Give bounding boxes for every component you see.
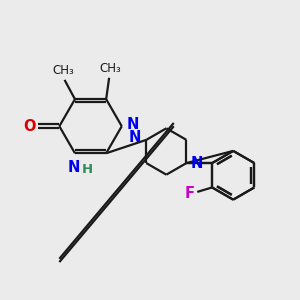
- Text: O: O: [23, 119, 36, 134]
- Text: CH₃: CH₃: [100, 62, 122, 75]
- Text: N: N: [128, 130, 141, 145]
- Text: CH₃: CH₃: [52, 64, 74, 77]
- Text: N: N: [67, 160, 80, 175]
- Text: N: N: [126, 117, 139, 132]
- Text: H: H: [82, 163, 93, 176]
- Text: N: N: [191, 156, 203, 171]
- Text: F: F: [185, 186, 195, 201]
